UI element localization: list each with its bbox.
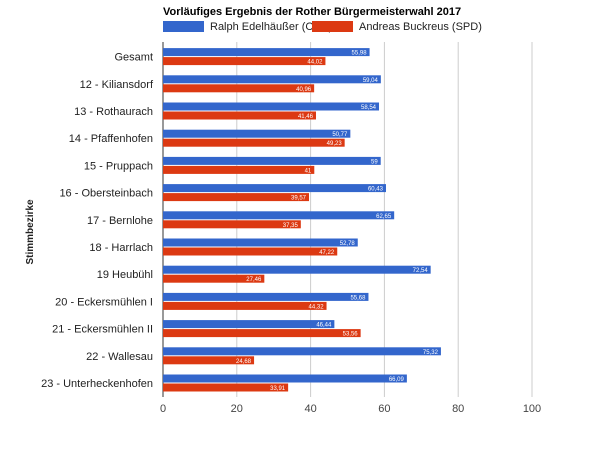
x-tick-label: 40: [304, 403, 316, 415]
x-tick-label: 60: [378, 403, 390, 415]
legend-label-csu: Ralph Edelhäußer (CSU): [210, 21, 332, 33]
bar-value-label: 62,65: [376, 214, 392, 220]
gridlines: [162, 42, 533, 397]
bar-csu: [163, 184, 386, 193]
chart-title: Vorläufiges Ergebnis der Rother Bürgerme…: [163, 6, 461, 18]
bar-spd: [163, 220, 301, 229]
bar-spd: [163, 247, 338, 256]
bar-value-label: 75,32: [423, 350, 439, 356]
bar-csu: [163, 211, 395, 220]
x-tick-label: 80: [452, 403, 464, 415]
bar-spd: [163, 383, 289, 392]
category-label: 12 - Kiliansdorf: [80, 79, 154, 91]
bar-spd: [163, 356, 255, 365]
bar-value-label: 55,98: [352, 51, 368, 57]
bar-value-label: 60,43: [368, 187, 384, 193]
x-tick-label: 20: [231, 403, 243, 415]
bar-value-label: 44,32: [309, 304, 325, 310]
bar-value-label: 24,68: [236, 359, 252, 365]
bar-value-label: 37,35: [283, 223, 299, 229]
bar-value-label: 58,54: [361, 105, 377, 111]
bar-value-label: 52,78: [340, 241, 356, 247]
bar-csu: [163, 292, 369, 301]
bar-csu: [163, 265, 431, 274]
category-label: 20 - Eckersmühlen I: [55, 296, 153, 308]
bar-csu: [163, 320, 335, 329]
category-label: 19 Heubühl: [97, 269, 153, 281]
bar-value-label: 46,44: [316, 323, 332, 329]
bar-value-label: 53,56: [343, 332, 359, 338]
bar-value-label: 50,77: [332, 132, 348, 138]
bar-csu: [163, 129, 351, 138]
bar-spd: [163, 301, 327, 310]
x-tick-label: 100: [523, 403, 541, 415]
bar-csu: [163, 102, 380, 111]
bar-csu: [163, 75, 381, 84]
bar-value-label: 59,04: [363, 78, 379, 84]
bar-value-label: 27,46: [246, 277, 262, 283]
bar-value-label: 66,09: [389, 377, 405, 383]
bar-csu: [163, 48, 370, 57]
bar-spd: [163, 84, 315, 93]
x-tick-label: 0: [160, 403, 166, 415]
bar-csu: [163, 238, 358, 247]
bar-spd: [163, 274, 265, 283]
category-label: 15 - Pruppach: [84, 160, 153, 172]
bar-labels: 55,98 44,02 59,04 40,96 58,54 41,46 50,77 49,23…: [236, 51, 439, 392]
category-label: 22 - Wallesau: [86, 351, 153, 363]
category-label: 17 - Bernlohe: [87, 215, 153, 227]
bar-csu: [163, 374, 407, 383]
legend-swatch-csu: [163, 21, 204, 32]
legend-swatch-spd: [312, 21, 353, 32]
category-label: 13 - Rothaurach: [74, 106, 153, 118]
bar-value-label: 55,68: [350, 295, 366, 301]
y-axis-title: Stimmbezirke: [25, 199, 36, 264]
bar-value-label: 41: [305, 168, 312, 174]
legend: Ralph Edelhäußer (CSU) Andreas Buckreus …: [163, 21, 482, 33]
category-label: 14 - Pfaffenhofen: [69, 133, 153, 145]
legend-label-spd: Andreas Buckreus (SPD): [359, 21, 482, 33]
bar-spd: [163, 165, 315, 174]
category-label: 18 - Harrlach: [89, 242, 153, 254]
bar-csu: [163, 156, 381, 165]
bar-spd: [163, 329, 361, 338]
category-label: 16 - Obersteinbach: [59, 188, 153, 200]
bar-value-label: 47,22: [319, 250, 335, 256]
bar-value-label: 33,91: [270, 386, 286, 392]
category-label: Gesamt: [114, 52, 153, 64]
category-label: 23 - Unterheckenhofen: [41, 378, 153, 390]
x-tick-labels: 0 20 40 60 80 100: [160, 403, 541, 415]
bar-csu: [163, 347, 441, 356]
bar-value-label: 49,23: [327, 141, 343, 147]
bar-value-label: 39,57: [291, 196, 307, 202]
bars: [163, 48, 441, 392]
bar-spd: [163, 111, 316, 120]
bar-value-label: 59: [371, 159, 378, 165]
bar-spd: [163, 193, 310, 202]
bar-spd: [163, 57, 326, 66]
bar-value-label: 44,02: [307, 60, 323, 66]
category-label: 21 - Eckersmühlen II: [52, 324, 153, 336]
bar-value-label: 41,46: [298, 114, 314, 120]
bar-value-label: 72,54: [413, 268, 429, 274]
bar-spd: [163, 138, 345, 147]
bar-value-label: 40,96: [296, 87, 312, 93]
category-labels: Gesamt 12 - Kiliansdorf 13 - Rothaurach 14 …: [41, 52, 154, 390]
